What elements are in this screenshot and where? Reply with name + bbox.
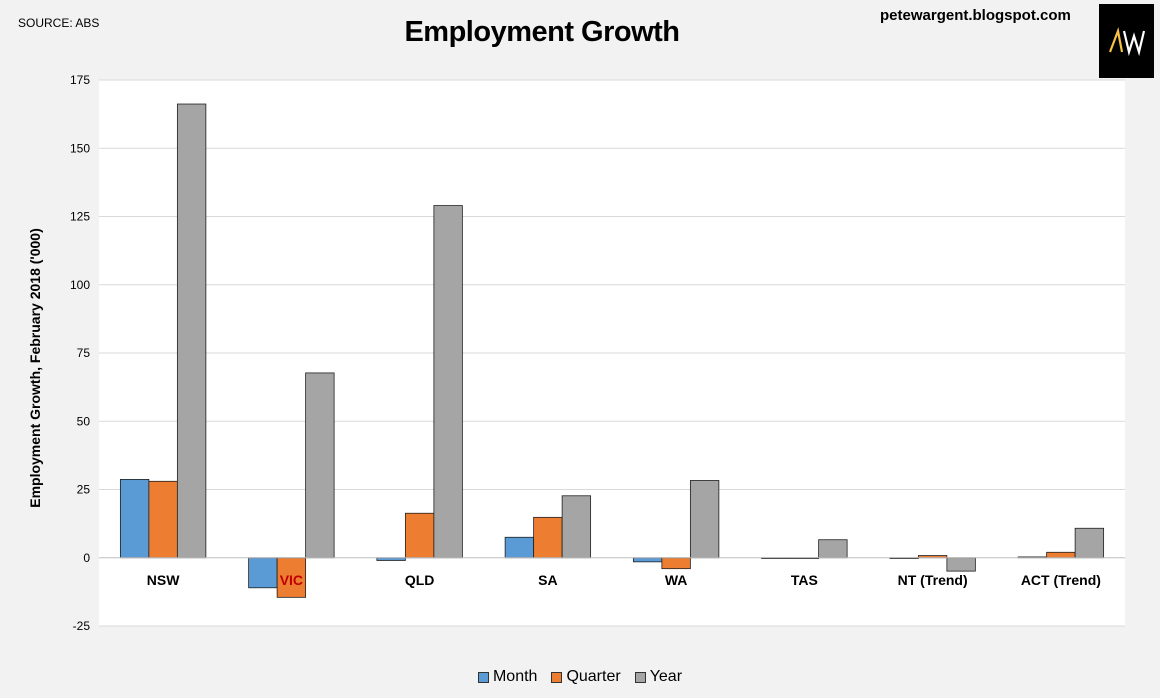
aw-logo-mark [1108, 26, 1145, 56]
y-tick-label: 0 [83, 551, 90, 565]
y-tick-label: 25 [77, 483, 91, 497]
bar-month-nsw [119, 478, 150, 559]
legend-swatch [634, 671, 646, 683]
legend-swatch [477, 671, 489, 683]
bar-month-sa [504, 536, 535, 559]
x-tick-label: ACT (Trend) [1021, 572, 1101, 588]
x-tick-label: SA [538, 572, 557, 588]
x-tick-label: VIC [280, 572, 303, 588]
bar-year-qld [433, 205, 463, 559]
bar-year-vic [305, 372, 335, 559]
bar-quarter-qld [404, 512, 435, 559]
aw-logo [1099, 4, 1154, 78]
y-tick-label: 125 [70, 210, 90, 224]
x-tick-label: WA [665, 572, 688, 588]
legend-label: Year [649, 668, 683, 685]
bar-quarter-wa [661, 557, 691, 570]
y-axis-label: Employment Growth, February 2018 ('000) [27, 228, 43, 508]
legend-item: Month [477, 668, 538, 686]
y-tick-label: 175 [70, 73, 90, 87]
legend-label: Month [492, 668, 538, 685]
x-tick-label: NT (Trend) [898, 572, 968, 588]
x-tick-label: NSW [147, 572, 180, 588]
y-tick-label: 150 [70, 141, 90, 155]
bar-month-wa [632, 557, 663, 563]
bar-year-tas [818, 539, 848, 559]
bar-quarter-sa [533, 516, 563, 559]
y-tick-label: -25 [73, 619, 91, 633]
bar-year-nsw [176, 103, 207, 559]
bar-year-sa [561, 495, 592, 559]
y-tick-label: 100 [70, 278, 90, 292]
chart-legend: Month Quarter Year [0, 668, 1160, 686]
chart-title: Employment Growth [404, 16, 680, 48]
legend-label: Quarter [566, 668, 621, 685]
legend-item: Year [634, 668, 683, 686]
bar-year-wa [689, 480, 720, 559]
bar-year-act-trend [1074, 527, 1105, 559]
legend-swatch [551, 671, 563, 683]
x-tick-label: QLD [405, 572, 435, 588]
bar-quarter-nsw [148, 480, 178, 559]
source-label: SOURCE: ABS [18, 16, 100, 30]
y-tick-label: 75 [77, 346, 91, 360]
legend-item: Quarter [551, 668, 621, 686]
bar-month-vic [248, 557, 278, 589]
y-tick-label: 50 [77, 414, 91, 428]
bar-year-nt-trend [946, 557, 976, 572]
blog-url: petewargent.blogspot.com [880, 7, 1071, 24]
bar-quarter-act-trend [1046, 551, 1076, 559]
x-tick-label: TAS [791, 572, 818, 588]
